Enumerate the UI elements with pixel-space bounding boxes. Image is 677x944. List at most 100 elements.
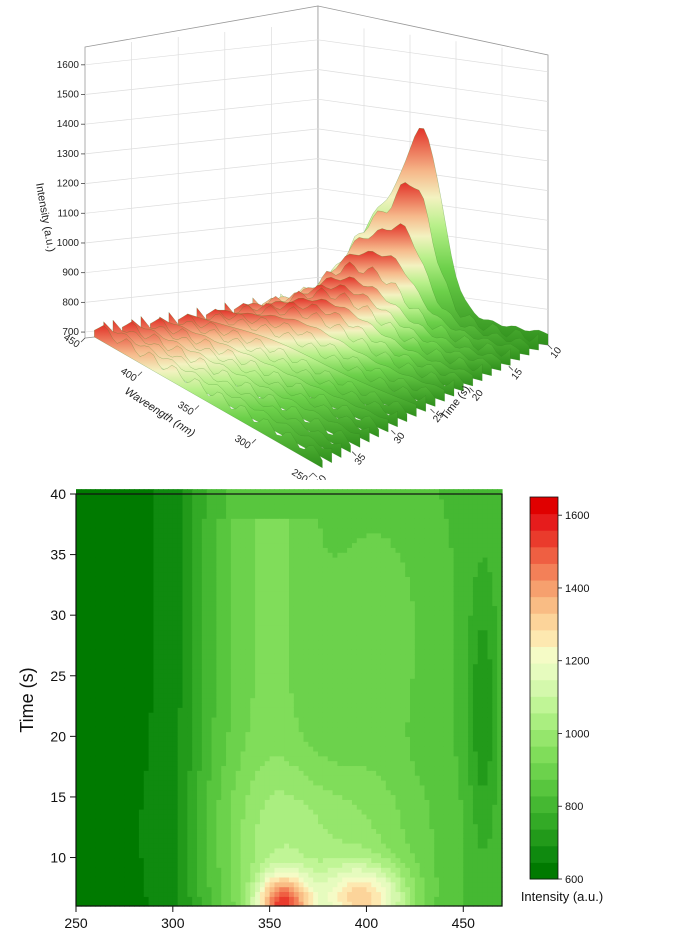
contour-cell	[85, 765, 92, 771]
contour-cell	[279, 673, 285, 679]
contour-cell	[177, 823, 184, 830]
z-gridline	[84, 69, 319, 95]
contour-cell	[235, 586, 242, 592]
contour-cell	[187, 746, 193, 752]
contour-cell	[119, 629, 126, 636]
contour-cell	[105, 561, 111, 568]
contour-cell	[269, 721, 276, 728]
contour-cell	[158, 513, 164, 519]
contour-cell	[177, 508, 184, 514]
contour-cell	[216, 600, 222, 607]
contour-cell	[279, 847, 285, 854]
contour-cell	[85, 600, 92, 607]
contour-cell	[119, 750, 126, 757]
contour-cell	[318, 649, 324, 655]
contour-cell	[124, 663, 130, 670]
contour-cell	[109, 857, 116, 863]
contour-cell	[80, 561, 87, 568]
contour-cell	[264, 494, 271, 500]
contour-cell	[114, 896, 121, 902]
contour-cell	[172, 668, 179, 674]
contour-cell	[153, 716, 159, 723]
contour-cell	[293, 804, 300, 810]
contour-cell	[216, 692, 222, 699]
contour-cell	[177, 590, 184, 597]
contour-cell	[313, 518, 319, 524]
contour-cell	[347, 833, 353, 839]
contour-cell	[289, 896, 295, 902]
contour-cell	[109, 576, 116, 582]
contour-cell	[332, 760, 339, 767]
contour-cell	[206, 610, 213, 616]
contour-cell	[172, 794, 179, 800]
contour-cell	[148, 649, 155, 655]
contour-cell	[100, 896, 106, 902]
contour-cell	[182, 518, 188, 524]
contour-cell	[197, 629, 203, 636]
contour-cell	[95, 523, 101, 529]
contour-cell	[206, 532, 213, 539]
contour-cell	[187, 653, 193, 660]
contour-cell	[322, 644, 329, 650]
contour-cell	[187, 532, 193, 539]
contour-cell	[172, 605, 179, 611]
contour-cell	[342, 726, 348, 733]
contour-cell	[138, 523, 145, 529]
contour-cell	[327, 818, 334, 825]
contour-cell	[90, 857, 96, 863]
contour-cell	[342, 755, 348, 762]
contour-cell	[337, 600, 343, 607]
contour-cell	[80, 736, 87, 742]
contour-cell	[347, 901, 353, 907]
contour-cell	[303, 876, 309, 883]
contour-cell	[216, 610, 222, 616]
contour-cell	[342, 576, 348, 582]
surface-mesh	[94, 127, 549, 469]
contour-cell	[114, 566, 121, 573]
contour-cell	[259, 794, 266, 800]
contour-cell	[264, 634, 271, 641]
contour-cell	[308, 872, 314, 878]
contour-cell	[240, 702, 247, 708]
contour-cell	[298, 872, 305, 878]
contour-cell	[226, 750, 232, 757]
contour-cell	[313, 755, 319, 762]
contour-cell	[129, 605, 135, 611]
contour-cell	[211, 799, 217, 805]
contour-cell	[240, 707, 247, 713]
contour-cell	[293, 731, 300, 737]
contour-cell	[100, 498, 106, 505]
contour-cell	[269, 683, 276, 689]
contour-cell	[284, 503, 290, 510]
contour-cell	[216, 527, 222, 534]
contour-cell	[337, 872, 343, 878]
contour-cell	[76, 755, 82, 762]
contour-cell	[206, 721, 213, 728]
contour-cell	[95, 775, 101, 781]
contour-cell	[192, 634, 198, 641]
contour-cell	[274, 731, 280, 737]
contour-cell	[279, 862, 285, 868]
contour-cell	[105, 605, 111, 611]
contour-cell	[76, 833, 82, 839]
contour-cell	[293, 542, 300, 548]
contour-cell	[109, 901, 116, 907]
contour-cell	[90, 702, 96, 708]
z-tick-label: 1100	[57, 208, 79, 219]
contour-cell	[138, 876, 145, 883]
contour-cell	[293, 707, 300, 713]
contour-cell	[337, 668, 343, 674]
contour-cell	[337, 615, 343, 621]
contour-cell	[235, 765, 242, 771]
contour-cell	[100, 668, 106, 674]
contour-cell	[322, 818, 329, 825]
contour-cell	[332, 663, 339, 670]
contour-cell	[284, 586, 290, 592]
contour-cell	[197, 518, 203, 524]
contour-cell	[230, 712, 237, 718]
contour-cell	[192, 561, 198, 568]
contour-cell	[172, 765, 179, 771]
contour-cell	[322, 629, 329, 636]
contour-cell	[197, 663, 203, 670]
contour-cell	[187, 629, 193, 636]
